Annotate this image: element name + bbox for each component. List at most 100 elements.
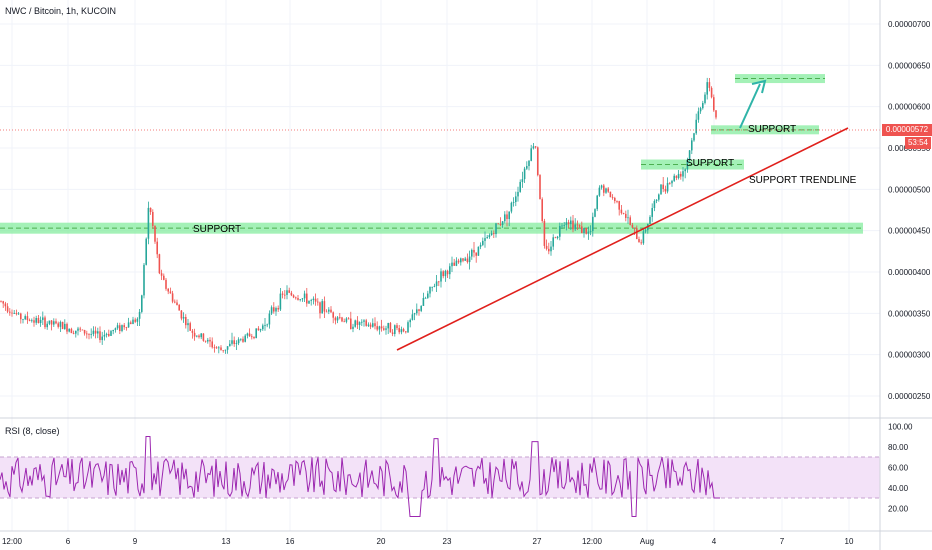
candle-body [2, 301, 4, 304]
time-tick: 12:00 [582, 537, 603, 546]
candle-body [378, 326, 381, 330]
candle-body [501, 221, 504, 226]
price-axis: 0.000007000.000006500.000006000.00000550… [888, 20, 931, 401]
candle-body [449, 266, 451, 275]
candle-body [383, 328, 385, 330]
candle-body [130, 322, 132, 325]
candle-body [598, 187, 601, 196]
time-tick: 27 [533, 537, 542, 546]
candle-body [257, 328, 260, 331]
candle-body [431, 286, 433, 288]
candle-body [26, 316, 29, 320]
candle-body [110, 331, 112, 336]
support-zones [0, 74, 863, 234]
time-tick: 4 [712, 537, 717, 546]
candle-body [358, 322, 361, 325]
candle-body [684, 169, 686, 172]
candle-body [416, 309, 418, 314]
candle-body [466, 258, 469, 263]
candle-body [673, 175, 675, 181]
candle-body [649, 216, 651, 224]
candle-body [136, 318, 139, 322]
candle-body [189, 323, 191, 331]
candle-body [556, 236, 559, 238]
candle-body [235, 343, 238, 344]
candle-body [490, 233, 493, 236]
candle-body [576, 224, 579, 226]
candle-body [112, 330, 114, 332]
candle-body [512, 202, 515, 203]
candle-body [651, 208, 653, 217]
candle-body [310, 300, 312, 301]
candle-body [372, 323, 374, 327]
candle-body [521, 179, 524, 182]
candle-body [660, 184, 662, 195]
candle-body [493, 233, 495, 235]
candle-body [427, 293, 429, 298]
candle-body [46, 323, 48, 328]
candle-body [387, 322, 389, 329]
candle-body [477, 246, 480, 256]
candle-body [398, 328, 400, 333]
price-tick: 0.00000300 [888, 351, 931, 360]
candle-body [209, 339, 211, 342]
price-tick: 0.00000600 [888, 103, 931, 112]
candle-body [468, 256, 471, 263]
candle-body [715, 110, 717, 118]
last-price-badge: 0.00000572 [882, 124, 932, 136]
candle-body [563, 225, 565, 226]
candle-body [354, 320, 356, 327]
candle-body [545, 245, 548, 249]
time-tick: 16 [286, 537, 295, 546]
candle-body [682, 171, 684, 177]
candle-body [530, 148, 532, 161]
candle-body [446, 270, 449, 275]
candle-body [180, 310, 183, 319]
candle-body [145, 238, 147, 265]
candle-body [200, 333, 202, 338]
candle-body [603, 185, 605, 193]
time-axis: 12:00 6 9 13 16 20 23 27 12:00 Aug 4 7 10 [2, 537, 854, 546]
candle-body [475, 252, 477, 256]
candlestick-series [0, 77, 717, 354]
candle-body [675, 175, 678, 179]
candle-body [592, 216, 594, 232]
candle-body [350, 318, 352, 330]
price-tick: 0.00000450 [888, 227, 931, 236]
candle-body [565, 222, 568, 226]
candle-body [284, 294, 286, 296]
candle-body [653, 200, 656, 209]
support-label-mid: SUPPORT [686, 158, 734, 169]
candle-body [64, 323, 66, 330]
projection-arrow [739, 83, 761, 129]
candle-body [389, 322, 392, 333]
candle-body [99, 331, 101, 341]
candle-body [515, 196, 517, 203]
projection-arrowhead [751, 79, 767, 94]
candle-body [299, 299, 301, 301]
candle-body [345, 318, 348, 322]
candle-body [242, 338, 244, 342]
candle-body [279, 293, 282, 310]
candle-body [277, 308, 279, 310]
candle-body [618, 201, 620, 210]
candle-body [611, 197, 614, 198]
candle-body [541, 199, 543, 221]
candle-body [396, 325, 398, 329]
candle-body [636, 228, 638, 240]
candle-body [275, 308, 277, 312]
candle-body [532, 146, 535, 149]
candle-body [528, 160, 530, 167]
candle-body [625, 213, 627, 218]
candle-body [0, 300, 2, 302]
candle-body [88, 333, 90, 335]
candle-body [620, 209, 623, 214]
candle-body [341, 317, 343, 322]
candle-body [658, 194, 660, 200]
candle-body [336, 317, 339, 321]
rsi-tick: 100.00 [888, 422, 913, 431]
candle-body [418, 309, 420, 311]
candle-body [75, 330, 77, 334]
candle-body [149, 207, 152, 212]
